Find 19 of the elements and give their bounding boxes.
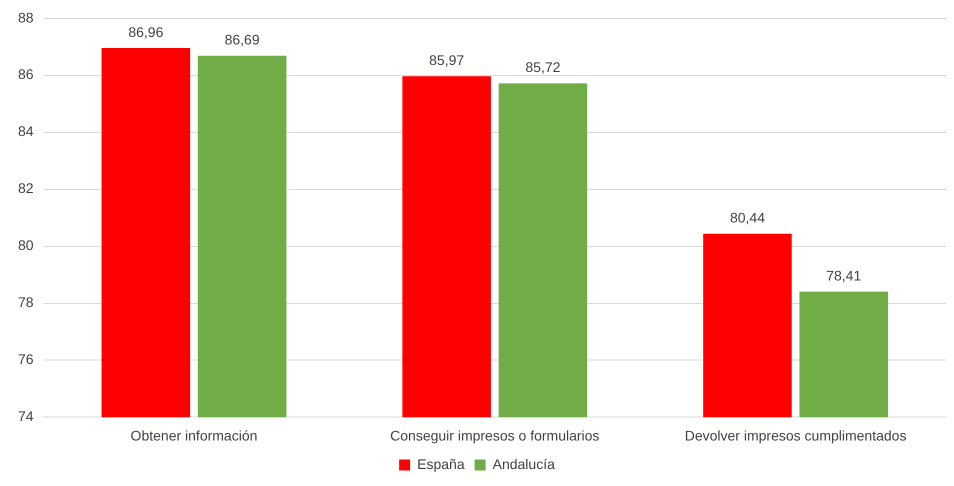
data-label: 86,69 — [224, 32, 260, 48]
legend-label: España — [417, 456, 465, 472]
data-label: 85,72 — [525, 59, 561, 76]
data-label: 78,41 — [826, 267, 862, 284]
y-tick-label: 76 — [18, 351, 34, 368]
legend-label: Andalucía — [492, 456, 556, 472]
x-tick-label: Obtener información — [130, 427, 258, 444]
y-tick-label: 86 — [18, 66, 34, 82]
data-label: 80,44 — [730, 210, 766, 226]
x-tick-label: Conseguir impresos o formularios — [390, 427, 600, 444]
x-tick-label: Devolver impresos cumplimentados — [684, 427, 906, 444]
y-tick-label: 78 — [18, 294, 34, 310]
y-tick-label: 84 — [18, 123, 34, 140]
y-tick-label: 74 — [18, 408, 34, 424]
y-tick-label: 82 — [18, 180, 34, 196]
data-label: 86,96 — [128, 24, 164, 40]
data-label: 85,97 — [429, 52, 464, 68]
y-tick-label: 80 — [18, 237, 34, 254]
y-tick-label: 88 — [18, 9, 34, 26]
